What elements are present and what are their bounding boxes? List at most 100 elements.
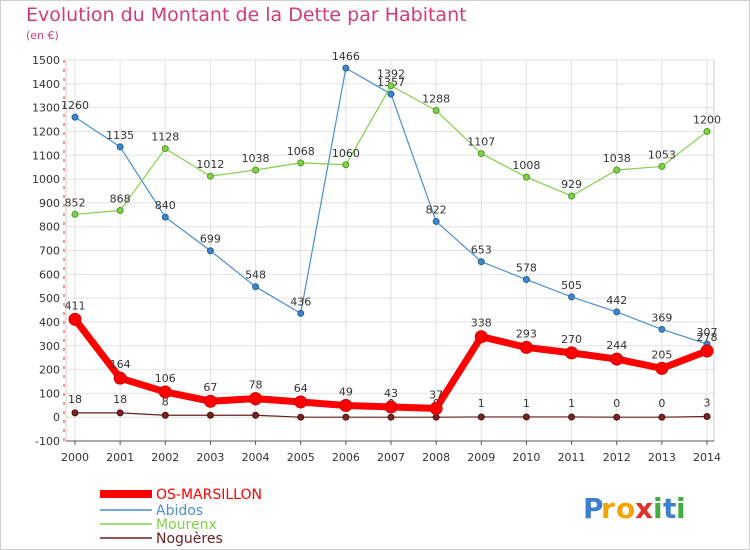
x-tick-label: 2010 <box>512 451 540 464</box>
data-label-mourenx: 1053 <box>648 148 676 161</box>
data-label-os-marsillon: 244 <box>606 339 627 352</box>
data-label-mourenx: 852 <box>65 196 86 209</box>
data-point-mourenx <box>658 162 666 170</box>
data-label-mourenx: 1060 <box>332 147 360 160</box>
data-label-abidos: 548 <box>245 269 266 282</box>
x-tick-label: 2013 <box>648 451 676 464</box>
data-point-nogueres <box>116 409 124 417</box>
svg-text:P: P <box>583 492 604 525</box>
data-point-nogueres <box>522 413 530 421</box>
data-label-mourenx: 1107 <box>467 136 495 149</box>
y-tick-label: 1300 <box>32 102 60 115</box>
data-label-os-marsillon: 106 <box>155 372 176 385</box>
x-tick-label: 2006 <box>332 451 360 464</box>
data-label-abidos: 1260 <box>61 99 89 112</box>
data-point-os-marsillon <box>565 346 579 360</box>
legend-label-os-marsillon: OS-MARSILLON <box>156 487 262 503</box>
data-label-nogueres: 3 <box>704 396 711 409</box>
data-point-nogueres <box>658 413 666 421</box>
data-label-abidos: 840 <box>155 199 176 212</box>
data-point-abidos <box>387 90 395 98</box>
x-tick-label: 2009 <box>467 451 495 464</box>
y-tick-label: 800 <box>39 221 60 234</box>
y-tick-label: 400 <box>39 316 60 329</box>
x-tick-label: 2005 <box>287 451 315 464</box>
data-label-nogueres: 1 <box>568 397 575 410</box>
data-point-os-marsillon <box>68 312 82 326</box>
data-point-nogueres <box>703 412 711 420</box>
data-point-abidos <box>658 325 666 333</box>
data-point-nogueres <box>432 413 440 421</box>
data-label-abidos: 822 <box>426 203 447 216</box>
y-tick-label: 1400 <box>32 78 60 91</box>
data-point-mourenx <box>703 127 711 135</box>
data-point-os-marsillon <box>610 352 624 366</box>
data-label-nogueres: 0 <box>613 397 620 410</box>
data-label-mourenx: 1008 <box>512 159 540 172</box>
y-tick-label: 600 <box>39 268 60 281</box>
data-point-nogueres <box>297 413 305 421</box>
data-label-abidos: 1466 <box>332 50 360 63</box>
data-label-abidos: 505 <box>561 279 582 292</box>
data-point-abidos <box>252 283 260 291</box>
y-tick-label: 1100 <box>32 149 60 162</box>
x-tick-label: 2001 <box>106 451 134 464</box>
data-label-abidos: 436 <box>290 295 311 308</box>
data-label-mourenx: 1128 <box>151 131 179 144</box>
data-point-os-marsillon <box>158 385 172 399</box>
svg-text:i: i <box>676 492 686 525</box>
svg-text:r: r <box>601 492 615 525</box>
x-tick-label: 2000 <box>61 451 89 464</box>
y-tick-label: 900 <box>39 197 60 210</box>
data-label-os-marsillon: 164 <box>110 358 131 371</box>
data-point-mourenx <box>387 82 395 90</box>
data-point-nogueres <box>613 413 621 421</box>
data-label-nogueres: 1 <box>523 397 530 410</box>
x-tick-label: 2003 <box>196 451 224 464</box>
data-label-abidos: 442 <box>606 294 627 307</box>
data-label-os-marsillon: 67 <box>203 381 217 394</box>
data-label-os-marsillon: 64 <box>294 382 308 395</box>
data-point-abidos <box>297 309 305 317</box>
data-label-os-marsillon: 37 <box>429 388 443 401</box>
data-point-os-marsillon <box>203 394 217 408</box>
legend-label-abidos: Abidos <box>156 503 203 519</box>
data-label-abidos: 369 <box>651 311 672 324</box>
x-tick-label: 2014 <box>693 451 721 464</box>
y-tick-label: 300 <box>39 340 60 353</box>
svg-text:i: i <box>653 492 663 525</box>
data-point-os-marsillon <box>429 401 443 415</box>
data-label-abidos: 653 <box>471 244 492 257</box>
data-label-mourenx: 1038 <box>242 152 270 165</box>
y-tick-label: -100 <box>35 435 60 448</box>
data-point-nogueres <box>71 409 79 417</box>
data-point-mourenx <box>252 166 260 174</box>
data-label-abidos: 1135 <box>106 129 134 142</box>
data-point-abidos <box>116 143 124 151</box>
data-label-os-marsillon: 338 <box>471 317 492 330</box>
y-tick-label: 1200 <box>32 125 60 138</box>
data-point-nogueres <box>206 411 214 419</box>
data-point-mourenx <box>116 206 124 214</box>
data-point-abidos <box>71 113 79 121</box>
data-point-abidos <box>342 64 350 72</box>
data-point-mourenx <box>297 159 305 167</box>
y-tick-label: 1000 <box>32 173 60 186</box>
x-tick-label: 2008 <box>422 451 450 464</box>
data-point-os-marsillon <box>700 344 714 358</box>
data-label-mourenx: 1068 <box>287 145 315 158</box>
data-label-nogueres: 18 <box>68 393 82 406</box>
data-point-os-marsillon <box>339 399 353 413</box>
data-label-abidos: 307 <box>697 326 718 339</box>
data-label-mourenx: 1392 <box>377 68 405 81</box>
data-point-os-marsillon <box>474 330 488 344</box>
data-point-mourenx <box>568 192 576 200</box>
data-point-abidos <box>613 308 621 316</box>
data-point-nogueres <box>252 411 260 419</box>
data-point-mourenx <box>206 172 214 180</box>
legend-label-nogueres: Noguères <box>156 531 223 547</box>
data-label-abidos: 699 <box>200 233 221 246</box>
x-tick-label: 2011 <box>558 451 586 464</box>
data-point-nogueres <box>477 413 485 421</box>
